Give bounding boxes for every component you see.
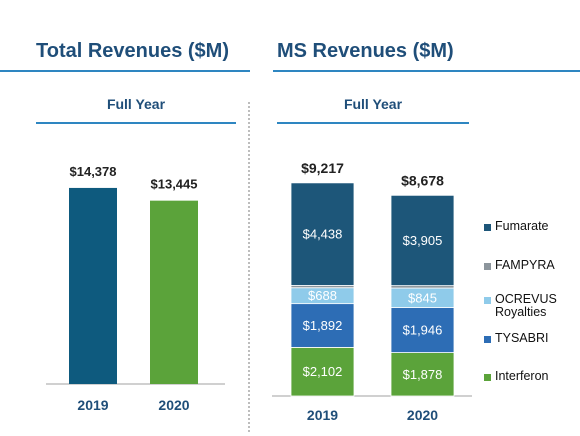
total-revenues-title-underline bbox=[0, 70, 250, 72]
legend-swatch-fampyra bbox=[484, 263, 491, 270]
legend-item-ocrevus-royalties: OCREVUS Royalties bbox=[484, 293, 580, 319]
panel-divider bbox=[248, 102, 250, 432]
legend-label-ocrevus-royalties: OCREVUS Royalties bbox=[495, 292, 557, 319]
ms-category-label-2019: 2019 bbox=[307, 407, 338, 423]
total-revenue-value-label-2020: $13,445 bbox=[151, 177, 198, 192]
legend-item-interferon: Interferon bbox=[484, 370, 580, 383]
ms-category-label-2020: 2020 bbox=[407, 407, 438, 423]
legend-label-interferon: Interferon bbox=[495, 369, 549, 383]
legend-label-fampyra: FAMPYRA bbox=[495, 258, 555, 272]
ms-segment-interferon-2020 bbox=[390, 352, 455, 397]
ms-revenues-title-underline bbox=[273, 70, 580, 72]
legend-swatch-interferon bbox=[484, 374, 491, 381]
ms-segment-label-fumarate-2019: $4,438 bbox=[303, 227, 343, 242]
ms-segment-label-tysabri-2020: $1,946 bbox=[403, 323, 443, 338]
total-revenue-category-label-2019: 2019 bbox=[77, 397, 108, 413]
total-revenue-value-label-2019: $14,378 bbox=[70, 164, 117, 179]
ms-segment-label-interferon-2019: $2,102 bbox=[303, 364, 343, 379]
ms-segment-label-fumarate-2020: $3,905 bbox=[403, 233, 443, 248]
legend-swatch-fumarate bbox=[484, 224, 491, 231]
ms-total-label-2020: $8,678 bbox=[401, 172, 444, 188]
legend-label-fumarate: Fumarate bbox=[495, 219, 549, 233]
total-revenues-subtitle: Full Year bbox=[106, 96, 166, 112]
total-revenues-subtitle-underline bbox=[36, 122, 236, 124]
legend-swatch-ocrevus-royalties bbox=[484, 297, 491, 304]
legend-item-fampyra: FAMPYRA bbox=[484, 259, 580, 272]
ms-segment-fumarate-2020 bbox=[390, 194, 455, 287]
total-revenue-category-label-2020: 2020 bbox=[158, 397, 189, 413]
ms-revenues-title: MS Revenues ($M) bbox=[277, 40, 454, 62]
ms-segment-label-ocrevus-royalties-2019: $688 bbox=[308, 288, 337, 303]
ms-segment-label-tysabri-2019: $1,892 bbox=[303, 318, 343, 333]
legend-item-fumarate: Fumarate bbox=[484, 220, 580, 233]
ms-segment-interferon-2019 bbox=[290, 346, 355, 397]
legend-item-tysabri: TYSABRI bbox=[484, 332, 580, 345]
ms-segment-tysabri-2019 bbox=[290, 303, 355, 348]
total-revenue-bar-2019 bbox=[69, 187, 117, 384]
legend-swatch-tysabri bbox=[484, 336, 491, 343]
ms-revenues-subtitle-underline bbox=[277, 122, 469, 124]
ms-revenues-subtitle: Full Year bbox=[343, 96, 403, 112]
ms-segment-label-interferon-2020: $1,878 bbox=[403, 367, 443, 382]
ms-segment-tysabri-2020 bbox=[390, 307, 455, 353]
ms-total-label-2019: $9,217 bbox=[301, 160, 344, 176]
ms-segment-fumarate-2019 bbox=[290, 182, 355, 286]
total-revenue-bar-2020 bbox=[150, 200, 198, 384]
ms-segment-label-ocrevus-royalties-2020: $845 bbox=[408, 290, 437, 305]
total-revenues-title: Total Revenues ($M) bbox=[36, 40, 229, 62]
legend-label-tysabri: TYSABRI bbox=[495, 331, 549, 345]
